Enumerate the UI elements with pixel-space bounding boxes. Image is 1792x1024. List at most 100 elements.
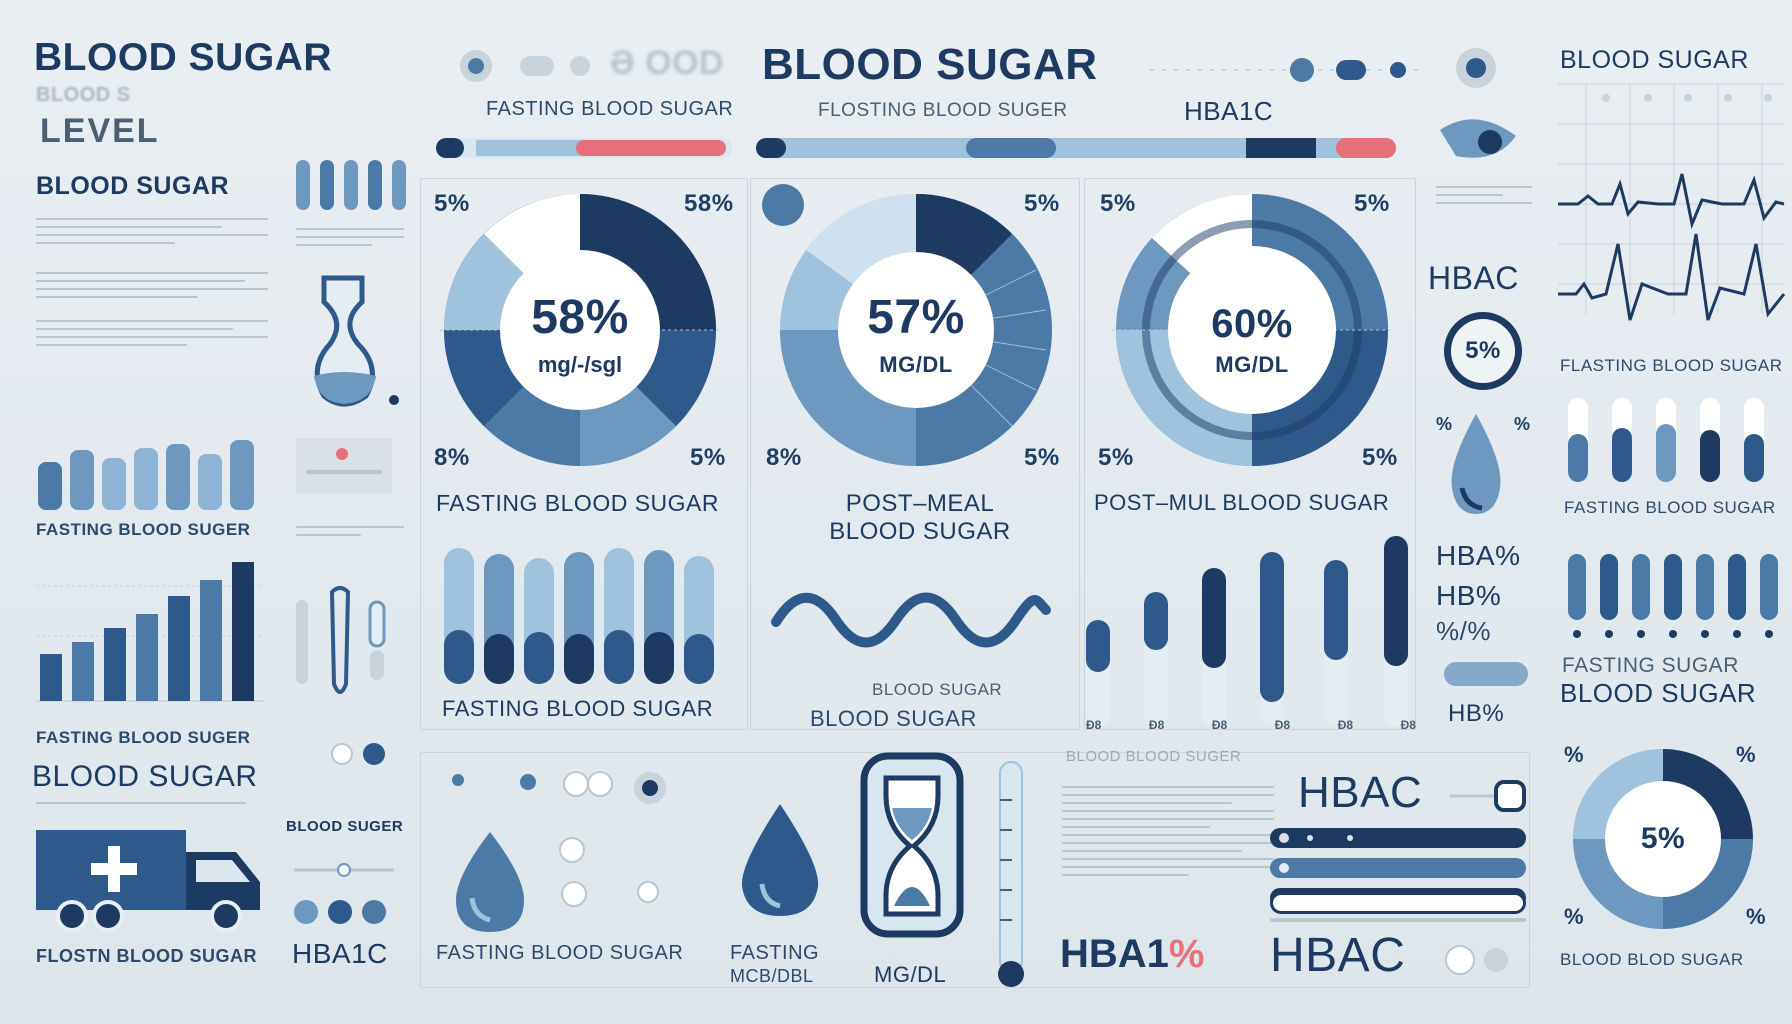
bottom-hbac-top: HBAC xyxy=(1298,768,1423,817)
gauge-3-unit: mg/DL xyxy=(1215,352,1289,377)
right-inner-pct-pct: %/% xyxy=(1436,616,1491,646)
bottom-hba1-group: HBA1% xyxy=(1060,932,1204,977)
left-heading: BLOOD SUGAR xyxy=(36,172,229,200)
right-drop-l: % xyxy=(1436,414,1453,434)
gauge-3-bl: 5% xyxy=(1098,444,1134,471)
gauge-2-donut xyxy=(780,194,1052,466)
right-inner-lines xyxy=(1436,180,1532,210)
right-drop-r: % xyxy=(1514,414,1531,434)
right-fasting-1: FLASTING BLOOD SUGAR xyxy=(1560,356,1783,375)
gauge-2-value: 57% xyxy=(867,291,965,344)
right-fasting-3: FASTING SUGAR xyxy=(1562,654,1739,677)
gauge-1-label: FASTING BLOOD SUGAR xyxy=(436,490,719,516)
gauge-3-tl: 5% xyxy=(1100,190,1136,217)
bottom-drop-label: FASTING BLOOD SUGAR xyxy=(436,942,684,964)
header-right-icons xyxy=(1150,58,1420,82)
gauge-1-tr: 58% xyxy=(684,190,734,217)
flask-icon xyxy=(314,275,399,407)
tick: Đ8 xyxy=(1148,718,1165,732)
right-inner-hb-small: HB% xyxy=(1448,700,1505,727)
gauge-2-bl: 8% xyxy=(766,444,802,471)
hourglass-icon xyxy=(860,752,964,938)
bottom-hbac-bottom: HBAC xyxy=(1270,929,1406,982)
gauge-2-tr: 5% xyxy=(1024,190,1060,217)
tag-flosting: FLOSTING BLOOD SUGER xyxy=(818,100,1068,121)
right-footer: BLOOD BLOD SUGAR xyxy=(1560,950,1744,969)
gauge-2-br: 5% xyxy=(1024,444,1060,471)
bottom-hba1-pct: % xyxy=(1168,932,1205,976)
gauge-3-value: 60% xyxy=(1211,302,1293,346)
right-inner-pill xyxy=(1444,662,1528,686)
gauge-1-bl: 8% xyxy=(434,444,470,471)
wave-label-1: BLOOD SUGAR xyxy=(872,680,1003,699)
truck-icon xyxy=(36,830,260,932)
left-bars-label: FASTING BLOOD SUGER xyxy=(36,520,251,539)
right-inner-badge: 5% xyxy=(1444,312,1522,390)
truck-caption: FLOSTN BLOOD SUGAR xyxy=(36,946,257,966)
left-inner-lines xyxy=(296,222,404,252)
right-donut-tr: % xyxy=(1736,742,1757,767)
right-donut xyxy=(1573,749,1753,929)
bottom-table-lines xyxy=(1062,780,1274,882)
left-title: BLOOD SUGAR xyxy=(34,36,332,79)
gauge-1-br: 5% xyxy=(690,444,726,471)
left-hba1c: HBA1C xyxy=(292,938,388,969)
right-inner-icons xyxy=(1440,48,1516,158)
right-inner-hb-pct: HB% xyxy=(1436,580,1502,611)
bottom-hba1-text: HBA1 xyxy=(1060,932,1169,976)
right-blood-sugar: BLOOD SUGAR xyxy=(1560,678,1757,708)
right-vials-1 xyxy=(1568,398,1764,482)
tick: Đ8 xyxy=(1086,718,1102,732)
bottom-drop-section-icons xyxy=(452,771,666,932)
right-inner-badge-text: 5% xyxy=(1465,337,1501,364)
left-vial-icons xyxy=(296,160,406,210)
gauge-1-tl: 5% xyxy=(434,190,470,217)
tick: Đ8 xyxy=(1211,718,1228,732)
vials-label: FASTING BLOOD SUGAR xyxy=(442,696,714,721)
tag-hba1c: HBA1C xyxy=(1184,96,1274,126)
gauge-2-icon xyxy=(762,184,804,226)
gauge-1-value: 58% xyxy=(531,291,629,344)
left-footer-lines xyxy=(36,796,246,810)
left-subtitle-ghost: BLOOD S xyxy=(36,84,131,106)
left-growth-chart xyxy=(36,562,264,702)
bottom-mcb: MCB/DBL xyxy=(730,966,814,986)
left-subtitle: LEVEL xyxy=(40,112,160,150)
bottom-fasting: FASTING xyxy=(730,942,820,964)
gauge-panel-2 xyxy=(750,178,1080,730)
right-inner-hba-pct: HBA% xyxy=(1436,540,1521,571)
right-donut-tl: % xyxy=(1564,742,1585,767)
tag-fasting: FASTING BLOOD SUGAR xyxy=(486,98,734,120)
right-donut-bl: % xyxy=(1564,904,1585,929)
right-donut-value: 5% xyxy=(1640,822,1686,855)
gauge-2-unit: mg/DL xyxy=(879,352,953,377)
right-inner-hbac: HBAC xyxy=(1428,260,1519,296)
tall-bars-chart xyxy=(1086,536,1408,726)
gauge-2-label-line2: BLOOD SUGAR xyxy=(829,518,1011,545)
right-title: BLOOD SUGAR xyxy=(1560,46,1749,74)
gauge-3-donut xyxy=(1112,194,1392,466)
left-mini-label: BLOOD SUGER xyxy=(286,818,404,835)
thermometer-icon xyxy=(296,586,386,694)
tick: Đ8 xyxy=(1337,718,1354,732)
bottom-drop-icon-2 xyxy=(741,804,819,916)
left-bar-chart xyxy=(38,440,254,510)
header-progress-bar-left xyxy=(436,138,732,158)
left-inner-lines2 xyxy=(296,520,404,542)
gauge-3-br: 5% xyxy=(1362,444,1398,471)
bottom-hbac-toggle-icon xyxy=(1450,780,1526,812)
wave-label-2: BLOOD SUGAR xyxy=(810,706,977,731)
wave-line xyxy=(771,592,1051,648)
header-progress-bar-right xyxy=(756,138,1396,158)
left-footer-title: BLOOD SUGAR xyxy=(32,760,258,793)
left-slider-icons xyxy=(294,863,394,924)
ecg-chart xyxy=(1558,83,1786,321)
gauge-1-unit: mg/-/sgl xyxy=(537,352,623,377)
left-text-lines xyxy=(36,212,268,352)
tall-bars-ticks: Đ8 Đ8 Đ8 Đ8 Đ8 Đ8 xyxy=(1086,718,1416,732)
gauge-1-donut xyxy=(440,194,720,466)
header-ghost-text: ə OOD xyxy=(610,44,725,82)
vials-chart xyxy=(444,548,714,684)
gauge-3-label: POST–MUL BLOOD SUGAR xyxy=(1094,490,1390,515)
right-inner-drop-icon xyxy=(1451,414,1501,514)
